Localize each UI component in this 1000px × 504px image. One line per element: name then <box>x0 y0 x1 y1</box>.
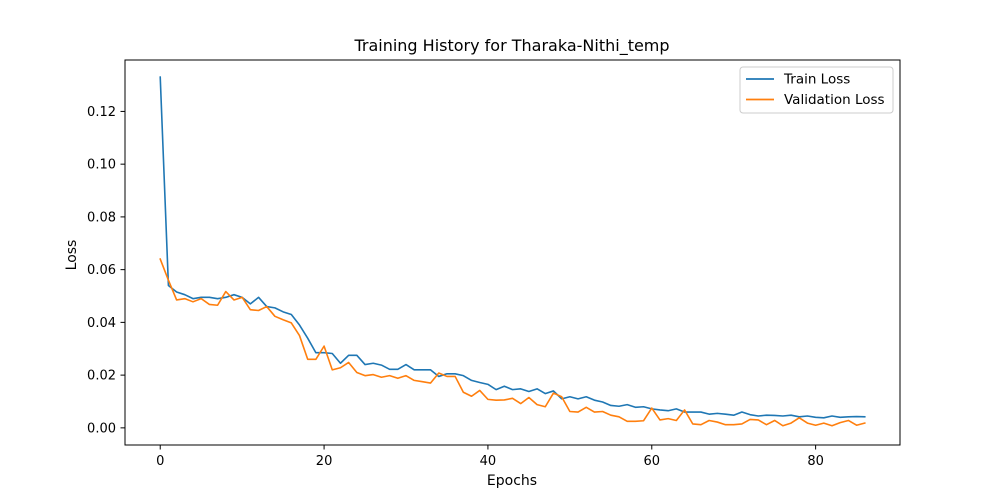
plot-area <box>159 76 866 427</box>
axes: 0 20 40 60 80 0.00 0.02 0.04 0.06 0.08 0.10 0.12 <box>87 59 901 469</box>
y-tick-label: 0.02 <box>87 369 116 384</box>
legend-label: Validation Loss <box>784 92 885 108</box>
axes-frame <box>124 59 901 446</box>
legend-box <box>739 66 894 114</box>
legend: Train Loss Validation Loss <box>739 66 894 114</box>
y-tick-label: 0.04 <box>87 316 116 331</box>
x-tick-label: 20 <box>316 454 333 469</box>
x-tick-label: 80 <box>807 454 824 469</box>
series-line-train-loss <box>159 76 866 419</box>
chart-title: Training History for Tharaka-Nithi_temp <box>353 36 669 56</box>
y-tick-label: 0.12 <box>87 105 116 120</box>
x-tick-label: 40 <box>480 454 497 469</box>
x-tick-label: 60 <box>643 454 660 469</box>
y-tick-label: 0.06 <box>87 263 116 278</box>
y-tick-label: 0.08 <box>87 210 116 225</box>
y-tick-label: 0.10 <box>87 158 116 173</box>
y-axis-label: Loss <box>64 240 80 271</box>
x-axis-label: Epochs <box>487 473 537 489</box>
y-tick-label: 0.00 <box>87 421 116 436</box>
series-line-validation-loss <box>159 258 866 427</box>
x-tick-label: 0 <box>156 454 164 469</box>
legend-label: Train Loss <box>783 72 850 88</box>
